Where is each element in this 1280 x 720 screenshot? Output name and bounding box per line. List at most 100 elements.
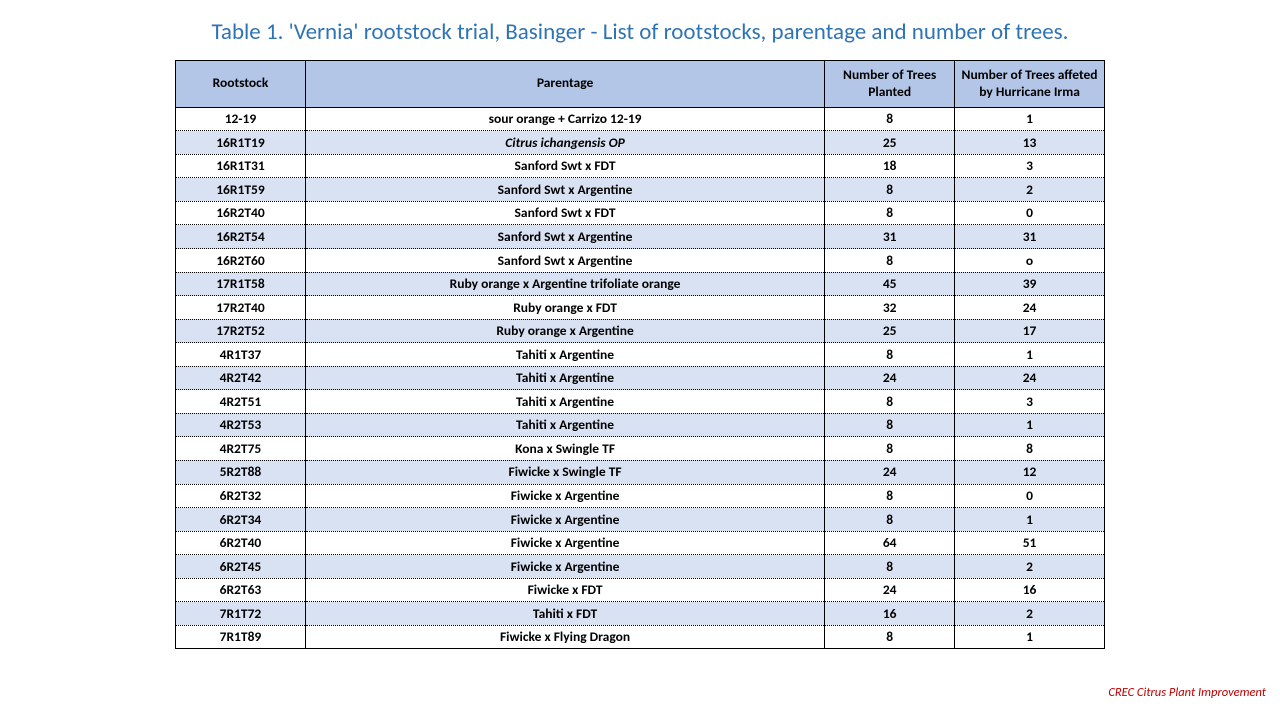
table-row: 17R2T40Ruby orange x FDT3224 [176, 296, 1105, 320]
cell-rootstock: 6R2T45 [176, 555, 306, 579]
cell-rootstock: 4R1T37 [176, 343, 306, 367]
cell-planted: 8 [825, 437, 955, 461]
cell-rootstock: 4R2T53 [176, 413, 306, 437]
cell-parentage: Ruby orange x Argentine [305, 319, 824, 343]
cell-rootstock: 6R2T40 [176, 531, 306, 555]
cell-parentage: Sanford Swt x FDT [305, 154, 824, 178]
page: Table 1. 'Vernia' rootstock trial, Basin… [0, 0, 1280, 720]
cell-parentage: Tahiti x FDT [305, 602, 824, 626]
cell-rootstock: 4R2T42 [176, 366, 306, 390]
cell-rootstock: 16R2T54 [176, 225, 306, 249]
cell-parentage: Sanford Swt x Argentine [305, 178, 824, 202]
cell-rootstock: 4R2T75 [176, 437, 306, 461]
cell-rootstock: 6R2T32 [176, 484, 306, 508]
cell-parentage: Sanford Swt x Argentine [305, 225, 824, 249]
table-row: 4R2T53Tahiti x Argentine81 [176, 413, 1105, 437]
footer-credit: CREC Citrus Plant Improvement [1108, 685, 1266, 700]
cell-parentage: Fiwicke x Swingle TF [305, 460, 824, 484]
cell-planted: 8 [825, 107, 955, 131]
cell-affected: 0 [955, 484, 1105, 508]
cell-rootstock: 6R2T34 [176, 508, 306, 532]
cell-rootstock: 17R2T40 [176, 296, 306, 320]
cell-affected: 1 [955, 107, 1105, 131]
cell-planted: 25 [825, 131, 955, 155]
cell-rootstock: 4R2T51 [176, 390, 306, 414]
cell-parentage: Citrus ichangensis OP [305, 131, 824, 155]
table-row: 4R1T37Tahiti x Argentine81 [176, 343, 1105, 367]
cell-affected: 1 [955, 508, 1105, 532]
table-row: 17R1T58Ruby orange x Argentine trifoliat… [176, 272, 1105, 296]
cell-affected: 17 [955, 319, 1105, 343]
cell-affected: 0 [955, 201, 1105, 225]
col-rootstock: Rootstock [176, 61, 306, 108]
cell-rootstock: 12-19 [176, 107, 306, 131]
table-row: 7R1T89Fiwicke x Flying Dragon81 [176, 625, 1105, 649]
cell-parentage: Tahiti x Argentine [305, 413, 824, 437]
cell-affected: 2 [955, 555, 1105, 579]
cell-rootstock: 6R2T63 [176, 578, 306, 602]
table-row: 16R1T59Sanford Swt x Argentine82 [176, 178, 1105, 202]
cell-affected: 39 [955, 272, 1105, 296]
cell-rootstock: 16R1T19 [176, 131, 306, 155]
cell-planted: 8 [825, 390, 955, 414]
cell-parentage: Fiwicke x Argentine [305, 484, 824, 508]
cell-parentage: Ruby orange x Argentine trifoliate orang… [305, 272, 824, 296]
cell-affected: 3 [955, 154, 1105, 178]
table-row: 6R2T40Fiwicke x Argentine6451 [176, 531, 1105, 555]
col-trees-planted: Number of Trees Planted [825, 61, 955, 108]
cell-affected: 8 [955, 437, 1105, 461]
cell-rootstock: 17R2T52 [176, 319, 306, 343]
cell-parentage: Fiwicke x FDT [305, 578, 824, 602]
rootstock-table: Rootstock Parentage Number of Trees Plan… [175, 60, 1105, 649]
cell-rootstock: 16R1T31 [176, 154, 306, 178]
cell-parentage: Fiwicke x Argentine [305, 508, 824, 532]
cell-affected: 51 [955, 531, 1105, 555]
table-body: 12-19sour orange + Carrizo 12-198116R1T1… [176, 107, 1105, 649]
table-row: 16R2T54Sanford Swt x Argentine3131 [176, 225, 1105, 249]
table-row: 12-19sour orange + Carrizo 12-1981 [176, 107, 1105, 131]
cell-planted: 8 [825, 555, 955, 579]
cell-planted: 31 [825, 225, 955, 249]
cell-planted: 24 [825, 366, 955, 390]
cell-rootstock: 16R2T40 [176, 201, 306, 225]
cell-planted: 45 [825, 272, 955, 296]
cell-rootstock: 5R2T88 [176, 460, 306, 484]
cell-affected: 2 [955, 602, 1105, 626]
cell-affected: 3 [955, 390, 1105, 414]
col-parentage: Parentage [305, 61, 824, 108]
cell-planted: 8 [825, 178, 955, 202]
cell-parentage: sour orange + Carrizo 12-19 [305, 107, 824, 131]
cell-rootstock: 7R1T89 [176, 625, 306, 649]
cell-affected: 31 [955, 225, 1105, 249]
cell-parentage: Tahiti x Argentine [305, 366, 824, 390]
cell-affected: 2 [955, 178, 1105, 202]
cell-planted: 8 [825, 508, 955, 532]
cell-parentage: Fiwicke x Flying Dragon [305, 625, 824, 649]
cell-planted: 8 [825, 343, 955, 367]
cell-parentage: Sanford Swt x Argentine [305, 249, 824, 273]
cell-affected: 13 [955, 131, 1105, 155]
table-row: 16R2T60Sanford Swt x Argentine8o [176, 249, 1105, 273]
cell-parentage: Fiwicke x Argentine [305, 555, 824, 579]
cell-affected: 12 [955, 460, 1105, 484]
cell-parentage: Tahiti x Argentine [305, 390, 824, 414]
cell-planted: 8 [825, 201, 955, 225]
cell-affected: 1 [955, 625, 1105, 649]
cell-rootstock: 16R2T60 [176, 249, 306, 273]
cell-planted: 24 [825, 460, 955, 484]
col-trees-irma: Number of Trees affeted by Hurricane Irm… [955, 61, 1105, 108]
cell-affected: 16 [955, 578, 1105, 602]
table-row: 16R2T40Sanford Swt x FDT80 [176, 201, 1105, 225]
cell-planted: 64 [825, 531, 955, 555]
cell-parentage: Fiwicke x Argentine [305, 531, 824, 555]
table-row: 16R1T31Sanford Swt x FDT183 [176, 154, 1105, 178]
table-row: 6R2T45Fiwicke x Argentine82 [176, 555, 1105, 579]
table-row: 16R1T19Citrus ichangensis OP2513 [176, 131, 1105, 155]
cell-planted: 24 [825, 578, 955, 602]
table-row: 4R2T51Tahiti x Argentine83 [176, 390, 1105, 414]
cell-affected: o [955, 249, 1105, 273]
table-row: 4R2T75Kona x Swingle TF88 [176, 437, 1105, 461]
cell-affected: 1 [955, 343, 1105, 367]
cell-affected: 24 [955, 366, 1105, 390]
cell-planted: 25 [825, 319, 955, 343]
